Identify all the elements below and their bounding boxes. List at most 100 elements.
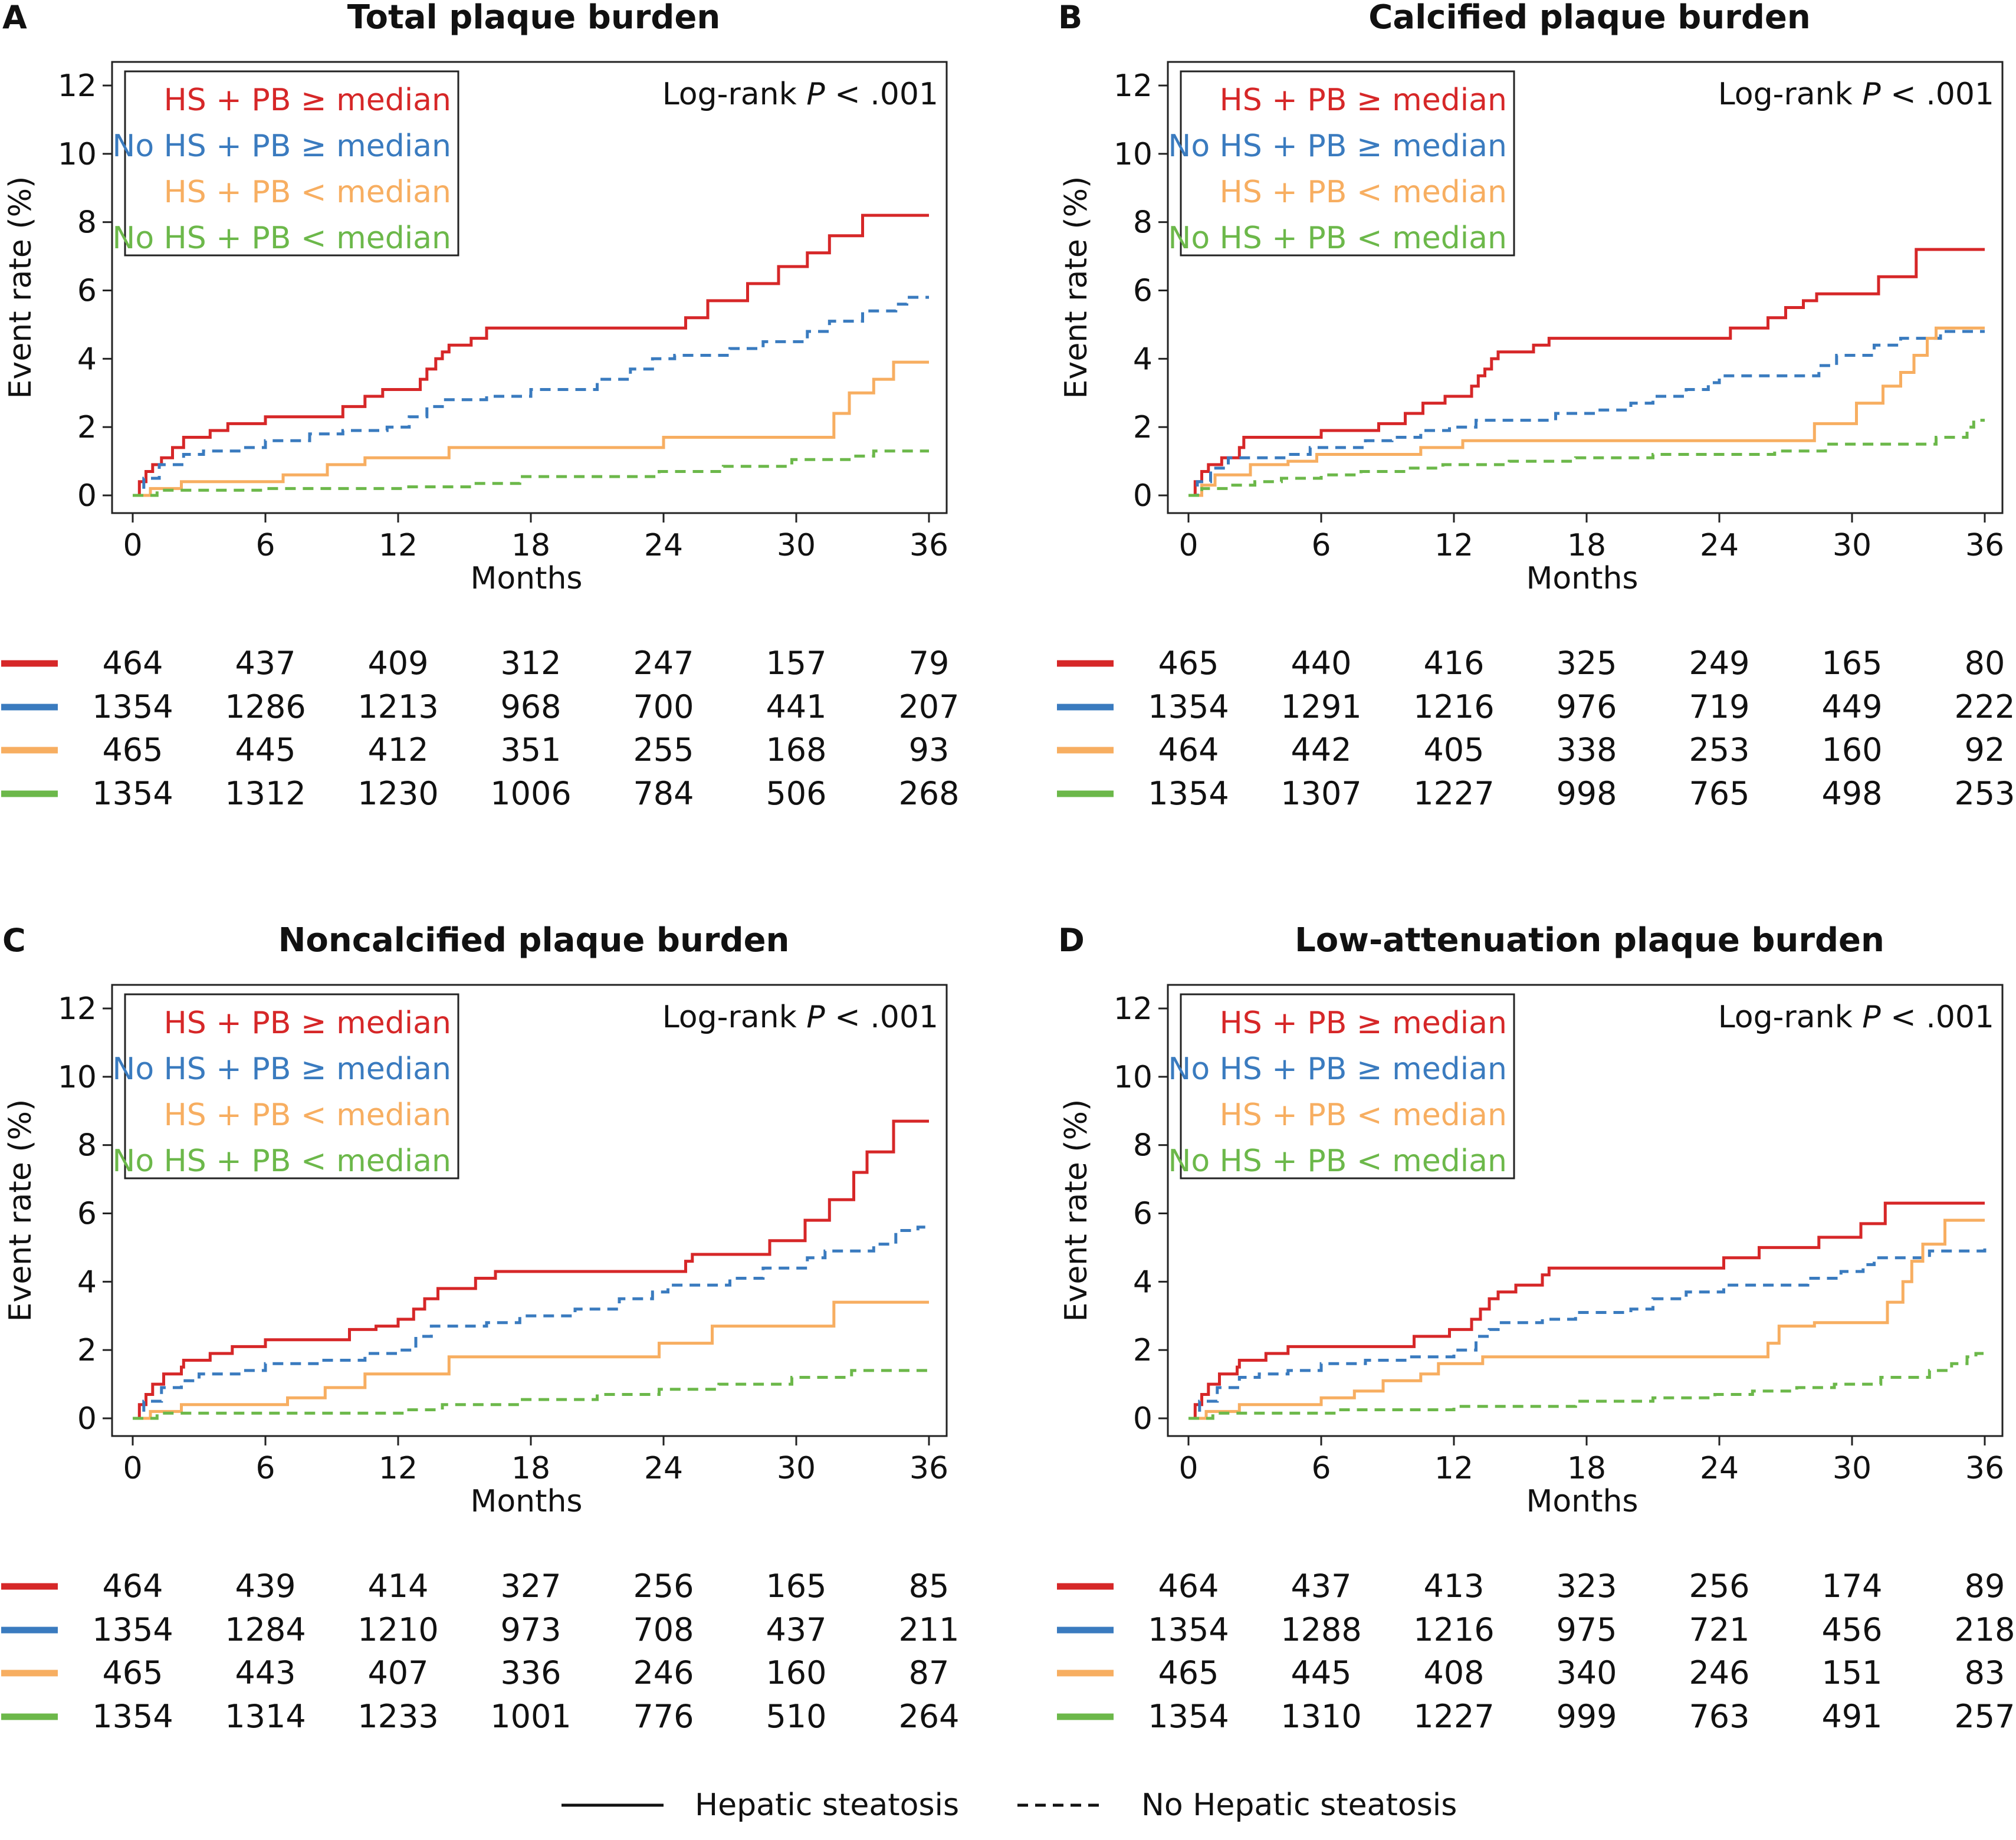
x-tick-label: 12 — [1434, 528, 1473, 563]
y-tick-label: 4 — [1133, 1264, 1153, 1300]
x-tick-label: 30 — [1833, 528, 1871, 563]
x-tick-label: 36 — [1965, 1451, 2004, 1486]
series-line-1 — [1188, 248, 1985, 497]
series-line-2 — [133, 1225, 929, 1420]
y-tick-label: 0 — [77, 478, 97, 514]
x-tick-label: 12 — [379, 528, 418, 563]
y-tick-label: 0 — [77, 1401, 97, 1437]
y-tick-label: 10 — [1114, 137, 1153, 172]
risk-count: 246 — [633, 1654, 694, 1691]
y-tick-label: 4 — [77, 1264, 97, 1300]
y-tick-label: 2 — [77, 410, 97, 445]
y-tick-label: 10 — [58, 137, 97, 172]
risk-count: 165 — [766, 1568, 826, 1605]
risk-count: 464 — [102, 645, 163, 682]
y-tick-label: 0 — [1133, 1401, 1153, 1437]
risk-count: 437 — [235, 645, 295, 682]
risk-count: 168 — [766, 731, 826, 768]
y-tick-label: 6 — [1133, 274, 1153, 309]
y-tick-label: 0 — [1133, 478, 1153, 514]
risk-count: 437 — [766, 1611, 826, 1648]
risk-count: 441 — [766, 688, 826, 725]
legend-entry: HS + PB < median — [164, 175, 451, 210]
risk-count: 464 — [1158, 1568, 1219, 1605]
risk-count: 968 — [500, 688, 561, 725]
series-line-2 — [1188, 1247, 1987, 1420]
legend-entry: No HS + PB < median — [112, 1144, 451, 1179]
x-tick-label: 6 — [1311, 528, 1331, 563]
legend-box — [1180, 993, 1515, 1179]
risk-count: 445 — [1291, 1654, 1351, 1691]
risk-count: 464 — [1158, 731, 1219, 768]
risk-count: 323 — [1556, 1568, 1617, 1605]
x-tick-label: 18 — [511, 1451, 550, 1486]
legend-entry: HS + PB < median — [1220, 1098, 1507, 1133]
risk-count: 1307 — [1280, 775, 1361, 812]
panel-d: D Low-attenuation plaque burden0246810120… — [1057, 921, 2015, 1735]
plot-frame — [111, 984, 948, 1437]
legend-entry: HS + PB ≥ median — [1220, 83, 1507, 118]
risk-count: 327 — [500, 1568, 561, 1605]
risk-count: 1354 — [1148, 688, 1229, 725]
legend-entry: No HS + PB < median — [112, 221, 451, 256]
x-tick-label: 24 — [644, 1451, 683, 1486]
risk-count: 1216 — [1413, 688, 1494, 725]
risk-count: 312 — [500, 645, 561, 682]
y-tick-label: 8 — [1133, 1128, 1153, 1164]
chart-title: Calcified plaque burden — [1368, 0, 1811, 37]
risk-count: 465 — [1158, 645, 1219, 682]
legend-entry: HS + PB ≥ median — [164, 1006, 451, 1041]
risk-count: 407 — [367, 1654, 428, 1691]
footer-legend: Hepatic steatosis No Hepatic steatosis — [562, 1788, 1457, 1823]
risk-count: 1216 — [1413, 1611, 1494, 1648]
risk-count: 465 — [102, 731, 163, 768]
risk-count: 776 — [633, 1698, 694, 1735]
x-tick-label: 30 — [777, 1451, 816, 1486]
risk-count: 160 — [1821, 731, 1882, 768]
risk-count: 325 — [1556, 645, 1617, 682]
risk-count: 440 — [1291, 645, 1351, 682]
x-tick-label: 0 — [1178, 1451, 1198, 1486]
risk-count: 445 — [235, 731, 295, 768]
x-axis-label: Months — [470, 1484, 582, 1519]
risk-count: 89 — [1965, 1568, 2005, 1605]
risk-count: 784 — [633, 775, 694, 812]
y-tick-label: 12 — [1114, 991, 1153, 1027]
risk-count: 456 — [1821, 1611, 1882, 1648]
series-line-4 — [133, 1369, 929, 1420]
x-tick-label: 6 — [255, 1451, 275, 1486]
risk-count: 174 — [1821, 1568, 1882, 1605]
risk-count: 721 — [1689, 1611, 1749, 1648]
legend-entry: No HS + PB ≥ median — [112, 1052, 451, 1087]
risk-count: 253 — [1954, 775, 2015, 812]
legend-box — [1180, 70, 1515, 257]
legend-entry: No HS + PB < median — [1168, 1144, 1507, 1179]
risk-count: 1284 — [225, 1611, 306, 1648]
x-tick-label: 12 — [379, 1451, 418, 1486]
series-line-2 — [1188, 330, 1985, 497]
risk-count: 1354 — [1148, 1698, 1229, 1735]
series-line-1 — [133, 1119, 929, 1420]
risk-count: 1354 — [1148, 775, 1229, 812]
risk-count: 405 — [1423, 731, 1484, 768]
y-tick-label: 4 — [1133, 341, 1153, 377]
y-tick-label: 10 — [1114, 1060, 1153, 1095]
y-axis-label: Event rate (%) — [3, 176, 38, 399]
legend-entry: No HS + PB ≥ median — [112, 129, 451, 164]
risk-count: 999 — [1556, 1698, 1617, 1735]
x-tick-label: 12 — [1434, 1451, 1473, 1486]
y-tick-label: 6 — [77, 1197, 97, 1232]
risk-count: 255 — [633, 731, 694, 768]
y-tick-label: 8 — [77, 205, 97, 241]
risk-count: 249 — [1689, 645, 1749, 682]
risk-count: 973 — [500, 1611, 561, 1648]
series-line-4 — [1188, 1352, 1985, 1420]
legend-entry: HS + PB ≥ median — [1220, 1006, 1507, 1041]
log-rank-annotation: Log-rank P < .001 — [662, 77, 938, 112]
y-tick-label: 6 — [77, 274, 97, 309]
risk-count: 437 — [1291, 1568, 1351, 1605]
plot-frame — [1167, 984, 2004, 1437]
